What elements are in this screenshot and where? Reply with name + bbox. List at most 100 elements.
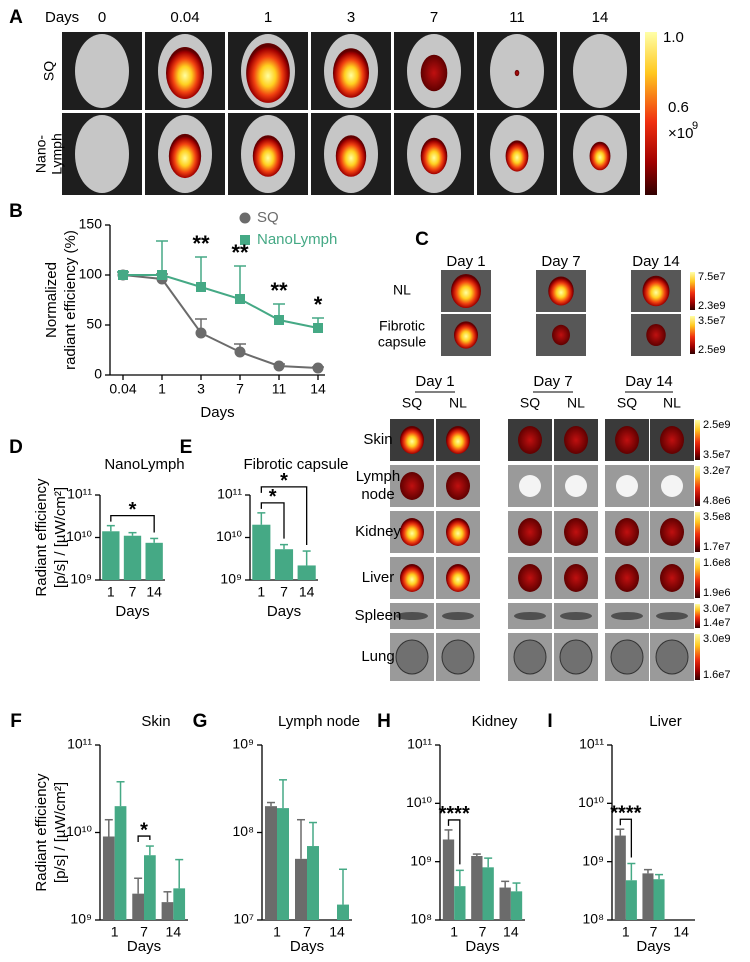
row-label: Lymph xyxy=(356,468,400,485)
organ xyxy=(441,639,475,675)
signal xyxy=(400,426,424,454)
series-line xyxy=(123,274,319,329)
x-tick-label: 1 xyxy=(273,924,281,940)
colorbar xyxy=(695,466,700,506)
error-bar xyxy=(104,818,113,837)
colorbar-label: 1.0 xyxy=(663,29,684,46)
colorbar xyxy=(695,604,700,628)
legend-label: SQ xyxy=(257,209,279,226)
colorbar-label: 1.6e8 xyxy=(703,557,731,569)
organ xyxy=(395,639,429,675)
signal xyxy=(168,133,202,179)
y-tick-label: 10¹⁰ xyxy=(578,794,604,810)
significance: ** xyxy=(270,278,288,303)
day-label: Day 14 xyxy=(632,253,680,270)
bar xyxy=(482,867,494,920)
x-tick-label: 0.04 xyxy=(109,381,136,397)
signal xyxy=(332,48,370,98)
signal xyxy=(246,43,290,103)
error-bar xyxy=(512,882,521,892)
day-label: 14 xyxy=(592,9,609,26)
x-axis-label: Days xyxy=(636,938,670,955)
colorbar xyxy=(695,512,700,552)
row-label: Nano- xyxy=(33,135,49,173)
x-axis-label: Days xyxy=(465,938,499,955)
y-axis-label: Normalized xyxy=(43,262,60,338)
row-label: Lymph xyxy=(49,133,65,175)
colorbar-label: 3.2e7 xyxy=(703,465,731,477)
error-bar xyxy=(643,868,652,874)
organ xyxy=(442,612,474,620)
day-label: 0 xyxy=(98,9,106,26)
group-label: SQ xyxy=(617,395,637,411)
colorbar-unit: ×10 xyxy=(668,125,693,142)
bar xyxy=(252,524,271,580)
marker xyxy=(196,282,206,292)
significance-bracket xyxy=(110,515,155,533)
x-tick-label: 7 xyxy=(236,381,244,397)
y-axis-label: [p/s] / [µW/cm²] xyxy=(52,782,69,883)
error-bar xyxy=(267,801,275,807)
chart-title: Lymph node xyxy=(278,713,360,730)
row-label: Spleen xyxy=(355,607,402,624)
signal xyxy=(451,274,481,308)
organ xyxy=(559,639,593,675)
significance: **** xyxy=(610,802,641,824)
organ xyxy=(610,639,644,675)
y-tick-label: 50 xyxy=(86,316,102,332)
y-tick-label: 10⁹ xyxy=(70,911,92,927)
x-tick-label: 7 xyxy=(280,584,288,600)
error-bar xyxy=(279,779,287,809)
colorbar xyxy=(690,272,695,310)
signal xyxy=(615,426,639,454)
significance-bracket xyxy=(260,502,285,539)
error-bar xyxy=(128,531,137,536)
colorbar-label: 3.5e7 xyxy=(703,449,731,461)
day-label: 0.04 xyxy=(170,9,199,26)
organ xyxy=(514,612,546,620)
y-axis-label: [p/s] / [µW/cm²] xyxy=(52,487,69,588)
bar xyxy=(499,887,511,920)
row-label: capsule xyxy=(378,334,426,350)
bar xyxy=(132,893,144,920)
bar xyxy=(510,891,523,920)
y-tick-label: 10¹¹ xyxy=(579,736,604,752)
day-label: Day 7 xyxy=(533,373,572,390)
legend-label: NanoLymph xyxy=(257,231,337,248)
colorbar-label: 2.3e9 xyxy=(698,300,726,312)
signal xyxy=(446,518,470,546)
signal xyxy=(446,426,470,454)
colorbar-label: 3.0e9 xyxy=(703,633,731,645)
y-tick-label: 10⁹ xyxy=(582,852,604,868)
row-label: Fibrotic xyxy=(379,318,425,334)
significance: * xyxy=(129,499,137,521)
bar xyxy=(307,846,319,920)
bar xyxy=(265,806,277,920)
y-tick-label: 10⁹ xyxy=(410,852,432,868)
signal xyxy=(589,141,611,171)
significance: * xyxy=(140,819,148,841)
significance: * xyxy=(314,292,323,317)
marker xyxy=(313,323,323,333)
error-bar xyxy=(163,891,172,903)
signal xyxy=(518,564,542,592)
colorbar xyxy=(690,316,695,354)
signal xyxy=(446,564,470,592)
group-label: SQ xyxy=(402,395,422,411)
error-bar xyxy=(627,862,636,881)
bar xyxy=(295,858,307,920)
signal xyxy=(420,137,448,175)
panel-letter: H xyxy=(377,711,391,732)
significance-bracket xyxy=(619,818,633,858)
x-axis-label: Days xyxy=(127,938,161,955)
signal xyxy=(446,472,470,500)
colorbar-label: 3.5e7 xyxy=(698,315,726,327)
signal xyxy=(518,518,542,546)
x-tick-label: 1 xyxy=(111,924,119,940)
organ xyxy=(565,475,587,497)
error-bar xyxy=(175,858,184,889)
x-tick-label: 14 xyxy=(673,924,689,940)
significance: ** xyxy=(192,231,210,256)
y-tick-label: 150 xyxy=(79,216,103,232)
colorbar xyxy=(695,558,700,598)
